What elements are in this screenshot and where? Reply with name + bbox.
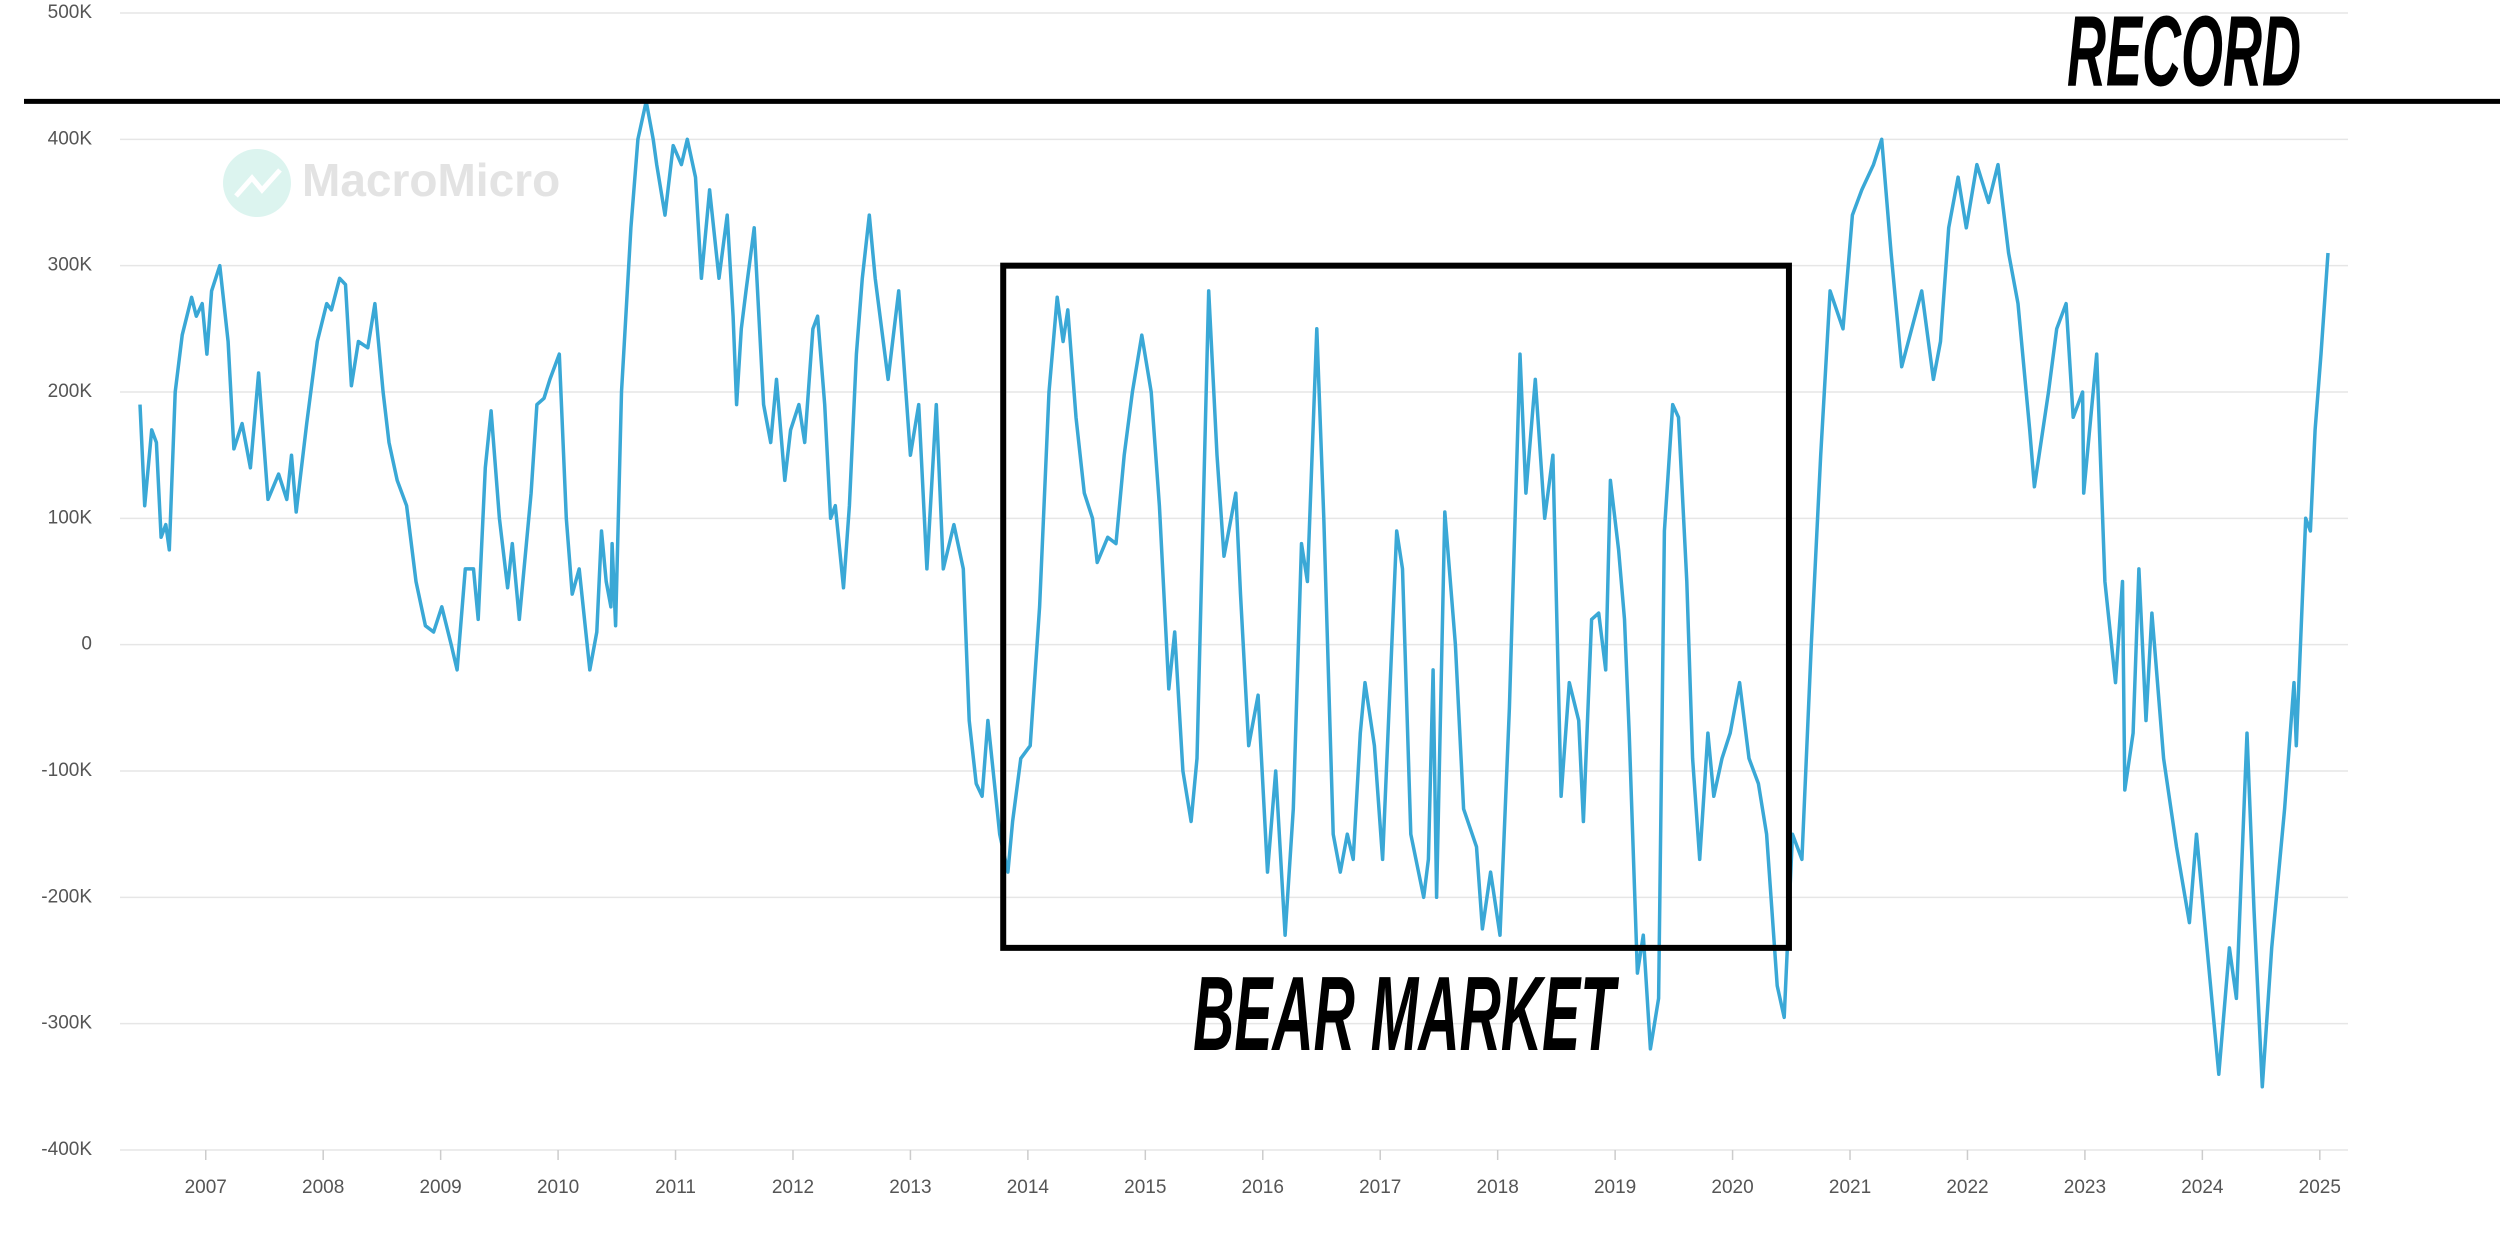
y-tick-label: 400K bbox=[48, 128, 93, 149]
bear-market-label: BEAR MARKET bbox=[1193, 955, 1619, 1073]
x-tick-label: 2007 bbox=[185, 1177, 227, 1198]
record-label: RECORD bbox=[2067, 0, 2301, 107]
y-tick-label: 500K bbox=[48, 2, 93, 23]
x-tick-label: 2016 bbox=[1242, 1177, 1284, 1198]
x-tick-label: 2017 bbox=[1359, 1177, 1401, 1198]
x-tick-label: 2015 bbox=[1124, 1177, 1166, 1198]
x-tick-label: 2020 bbox=[1711, 1177, 1753, 1198]
x-tick-label: 2011 bbox=[655, 1177, 696, 1198]
y-tick-label: 0 bbox=[81, 634, 92, 655]
x-tick-label: 2008 bbox=[302, 1177, 344, 1198]
y-tick-label: -400K bbox=[41, 1139, 92, 1160]
x-tick-label: 2025 bbox=[2299, 1177, 2341, 1198]
y-tick-label: -300K bbox=[41, 1013, 92, 1034]
x-tick-label: 2022 bbox=[1946, 1177, 1988, 1198]
x-tick-label: 2023 bbox=[2064, 1177, 2106, 1198]
y-tick-label: -100K bbox=[41, 760, 92, 781]
x-tick-label: 2024 bbox=[2181, 1177, 2224, 1198]
data-line bbox=[138, 99, 2330, 1089]
y-tick-label: 300K bbox=[48, 255, 93, 276]
watermark-text: MacroMicro bbox=[302, 154, 560, 206]
x-tick-label: 2010 bbox=[537, 1177, 579, 1198]
watermark-logo-icon bbox=[234, 168, 282, 198]
x-tick-label: 2012 bbox=[772, 1177, 814, 1198]
x-tick-label: 2014 bbox=[1007, 1177, 1050, 1198]
watermark: MacroMicro bbox=[223, 149, 560, 217]
x-tick-label: 2009 bbox=[419, 1177, 461, 1198]
x-tick-label: 2021 bbox=[1829, 1177, 1871, 1198]
x-tick-label: 2019 bbox=[1594, 1177, 1636, 1198]
y-tick-label: 100K bbox=[48, 507, 93, 528]
y-tick-label: 200K bbox=[48, 381, 93, 402]
x-tick-label: 2013 bbox=[889, 1177, 931, 1198]
bear-market-box bbox=[1000, 262, 1792, 951]
y-tick-label: -200K bbox=[41, 886, 92, 907]
x-tick-label: 2018 bbox=[1477, 1177, 1519, 1198]
